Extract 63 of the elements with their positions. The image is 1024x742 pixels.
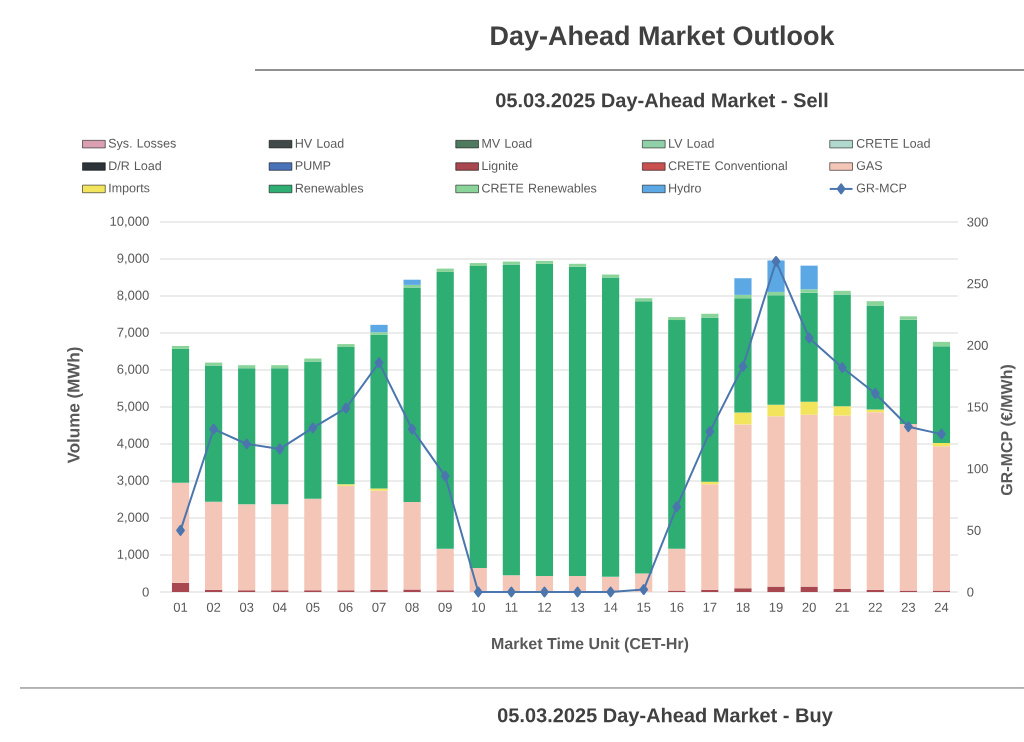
x-tick-label: 07 [372, 602, 386, 612]
text: 05.03.2025 Day-Ahead Market - Buy [497, 707, 833, 727]
x-tick-label: 20 [802, 602, 816, 612]
x-tick-label: 01 [173, 602, 188, 612]
x-tick-label: 02 [206, 602, 221, 612]
legend-label: Imports [109, 183, 150, 195]
y-tick-label: 2,000 [117, 512, 149, 524]
x-tick-label: 14 [604, 602, 618, 612]
x-tick-label: 23 [901, 602, 916, 612]
x-tick-label: 15 [637, 602, 651, 612]
y2-tick-label: 150 [967, 402, 988, 412]
chart-title: Day-Ahead Market Outlook [491, 25, 835, 51]
x-tick-label: 05 [306, 602, 320, 612]
y2-tick-label: 0 [967, 587, 974, 597]
x-axis-title: Market Time Unit (CET-Hr) [492, 637, 689, 653]
y-tick-label: 9,000 [117, 253, 149, 265]
legend-label: CRETE Conventional [668, 161, 787, 171]
chart-subtitle: 05.03.2025 Day-Ahead Market - Sell [496, 92, 828, 112]
legend-label: GR-MCP [856, 183, 907, 193]
y-tick-label: 4,000 [117, 438, 149, 450]
x-tick-label: 03 [239, 602, 254, 612]
x-tick-label: 06 [339, 602, 353, 612]
y-tick-label: 6,000 [117, 364, 149, 376]
x-tick-label: 18 [736, 602, 750, 612]
x-tick-label: 21 [835, 602, 849, 612]
y-tick-label: 3,000 [117, 475, 149, 487]
legend-label: MV Load [482, 138, 532, 148]
y-tick-label: 0 [142, 587, 149, 597]
y2-tick-label: 300 [967, 217, 988, 227]
y-tick-label: 1,000 [117, 549, 149, 561]
y2-tick-label: 50 [967, 525, 981, 535]
legend-label: PUMP [295, 161, 331, 170]
y-axis-title: Volume (MWh) [67, 347, 83, 464]
legend-label: Lignite [482, 161, 518, 173]
x-tick-label: 09 [438, 602, 452, 612]
legend-label: GAS [856, 161, 882, 171]
legend-label: CRETE Load [856, 138, 930, 148]
y2-axis-title: GR-MCP (€/MWh) [1000, 365, 1016, 496]
y2-tick-label: 100 [967, 464, 988, 474]
y-tick-label: 8,000 [117, 290, 149, 302]
y-tick-label: 7,000 [117, 327, 149, 339]
x-tick-label: 11 [505, 602, 518, 612]
x-tick-label: 16 [670, 602, 684, 612]
y2-tick-label: 250 [967, 279, 988, 289]
x-tick-label: 08 [405, 602, 419, 612]
x-tick-label: 19 [769, 602, 783, 612]
legend-label: HV Load [295, 138, 344, 148]
legend-label: Hydro [669, 183, 701, 196]
x-tick-label: 04 [273, 602, 287, 612]
x-tick-label: 10 [472, 602, 486, 612]
y2-tick-label: 200 [967, 340, 988, 350]
legend-label: Renewables [295, 183, 364, 193]
legend-label: Sys. Losses [108, 138, 176, 151]
x-tick-label: 13 [571, 602, 585, 612]
legend-label: LV Load [669, 138, 714, 148]
legend-label: D/R Load [109, 161, 161, 171]
x-tick-label: 12 [538, 602, 552, 612]
x-tick-label: 17 [703, 602, 717, 612]
y-tick-label: 5,000 [117, 401, 149, 413]
legend-label: CRETE Renewables [482, 183, 597, 193]
y-tick-label: 10,000 [110, 216, 149, 228]
x-tick-label: 24 [934, 602, 949, 612]
x-tick-label: 22 [868, 602, 882, 612]
